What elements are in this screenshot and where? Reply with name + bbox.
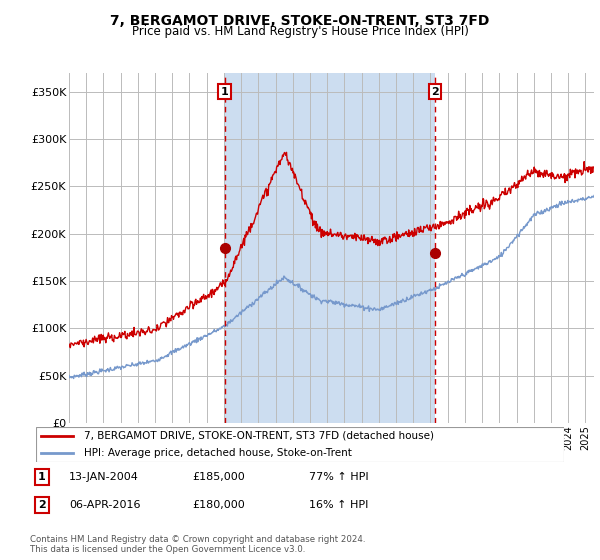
Bar xyxy=(224,73,435,423)
Text: 2: 2 xyxy=(431,87,439,97)
Text: 16% ↑ HPI: 16% ↑ HPI xyxy=(309,500,368,510)
Text: 13-JAN-2004: 13-JAN-2004 xyxy=(69,472,139,482)
Text: This data is licensed under the Open Government Licence v3.0.: This data is licensed under the Open Gov… xyxy=(30,545,305,554)
Text: £180,000: £180,000 xyxy=(192,500,245,510)
Text: 77% ↑ HPI: 77% ↑ HPI xyxy=(309,472,368,482)
Text: Price paid vs. HM Land Registry's House Price Index (HPI): Price paid vs. HM Land Registry's House … xyxy=(131,25,469,38)
Text: 1: 1 xyxy=(221,87,229,97)
Text: 1: 1 xyxy=(38,472,46,482)
Text: 2: 2 xyxy=(38,500,46,510)
FancyBboxPatch shape xyxy=(36,427,564,462)
Text: Contains HM Land Registry data © Crown copyright and database right 2024.: Contains HM Land Registry data © Crown c… xyxy=(30,535,365,544)
Text: 06-APR-2016: 06-APR-2016 xyxy=(69,500,140,510)
Text: £185,000: £185,000 xyxy=(192,472,245,482)
Text: 7, BERGAMOT DRIVE, STOKE-ON-TRENT, ST3 7FD: 7, BERGAMOT DRIVE, STOKE-ON-TRENT, ST3 7… xyxy=(110,14,490,28)
Text: HPI: Average price, detached house, Stoke-on-Trent: HPI: Average price, detached house, Stok… xyxy=(83,449,352,458)
Text: 7, BERGAMOT DRIVE, STOKE-ON-TRENT, ST3 7FD (detached house): 7, BERGAMOT DRIVE, STOKE-ON-TRENT, ST3 7… xyxy=(83,431,434,441)
